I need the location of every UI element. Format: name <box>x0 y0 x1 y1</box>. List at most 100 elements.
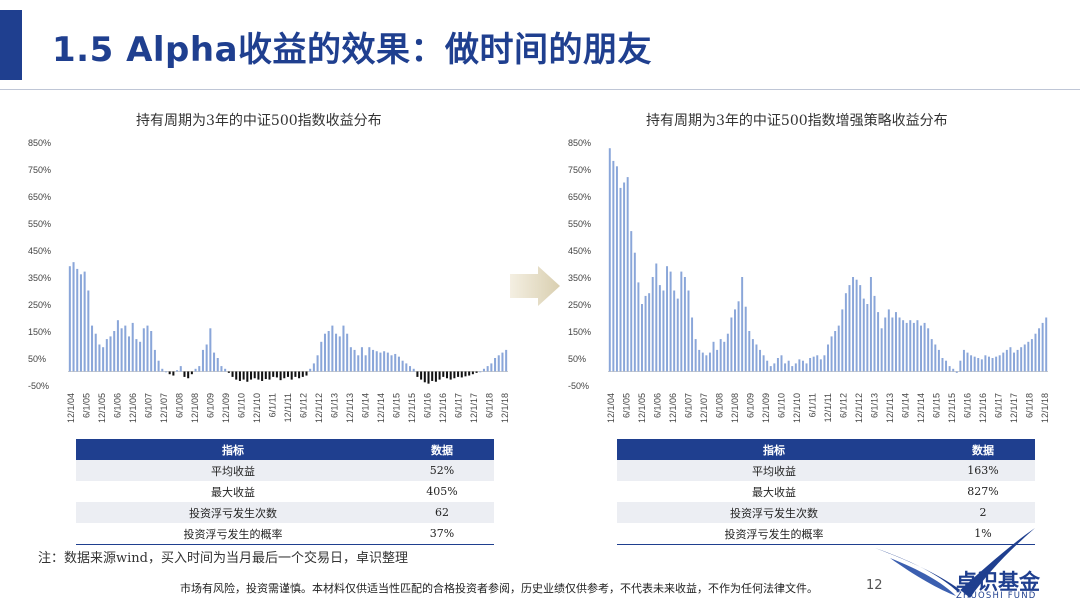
logo-text-en: ZHUOSHI FUND <box>956 591 1037 601</box>
bar <box>305 371 308 376</box>
bar <box>959 360 962 372</box>
bar <box>471 371 474 375</box>
bar <box>98 344 101 372</box>
bar <box>1023 344 1026 372</box>
x-tick-label: 12/1/15 <box>947 393 957 423</box>
bar <box>346 333 349 372</box>
bar <box>113 331 116 372</box>
bar <box>769 366 772 372</box>
bar <box>68 266 71 372</box>
bar <box>279 371 282 381</box>
bar <box>327 331 330 372</box>
bar <box>841 309 844 372</box>
bar <box>683 277 686 372</box>
bar <box>716 349 719 372</box>
bar <box>805 363 808 372</box>
table-cell: 投资浮亏发生次数 <box>76 502 390 523</box>
bar <box>852 277 855 372</box>
bar <box>383 351 386 372</box>
bar <box>995 356 998 372</box>
x-tick-label: 12/1/14 <box>916 393 926 423</box>
x-tick-label: 6/1/16 <box>423 393 433 418</box>
source-note: 注：数据来源wind，买入时间为当月最后一个交易日，卓识整理 <box>38 551 408 566</box>
bar <box>242 371 245 380</box>
bar <box>364 355 367 372</box>
y-tick-label: 350% <box>28 273 51 283</box>
bar <box>1038 328 1041 372</box>
table-cell: 827% <box>930 481 1035 502</box>
bar <box>980 359 983 372</box>
x-tick-label: 6/1/18 <box>1025 393 1035 418</box>
bar <box>434 371 437 382</box>
bar <box>673 290 676 372</box>
bar <box>1005 349 1008 372</box>
bar <box>619 187 622 372</box>
x-tick-label: 12/1/04 <box>66 393 76 423</box>
x-tick-label: 12/1/12 <box>314 393 324 423</box>
bar <box>866 304 869 372</box>
bar <box>445 371 449 379</box>
bar <box>275 371 278 378</box>
bar <box>253 371 256 379</box>
bar <box>784 363 787 372</box>
title-accent-bar <box>0 10 22 80</box>
bar <box>945 360 948 372</box>
bar <box>164 371 167 373</box>
bar <box>633 252 636 372</box>
bar <box>494 358 497 372</box>
bar <box>934 344 937 372</box>
bar <box>655 263 658 372</box>
x-tick-label: 6/1/17 <box>454 393 464 418</box>
bar <box>615 166 618 372</box>
bar <box>855 279 858 372</box>
table-cell: 平均收益 <box>76 460 390 481</box>
bar <box>220 366 223 372</box>
y-tick-label: 750% <box>28 165 51 175</box>
x-tick-label: 12/1/09 <box>761 393 771 423</box>
x-tick-label: 6/1/14 <box>901 393 911 418</box>
bar <box>497 355 500 372</box>
y-tick-label: 850% <box>28 138 51 148</box>
bar <box>927 328 930 372</box>
table-header: 数据 <box>930 439 1035 460</box>
y-tick-label: 50% <box>28 354 46 364</box>
bar <box>809 358 812 372</box>
bar <box>880 328 883 372</box>
x-tick-label: 12/1/09 <box>221 393 231 423</box>
x-tick-label: 12/1/07 <box>699 393 709 423</box>
x-tick-label: 6/1/13 <box>330 393 340 418</box>
bar <box>320 341 323 372</box>
chart-title-left: 持有周期为3年的中证500指数收益分布 <box>136 113 382 129</box>
bar <box>977 358 980 372</box>
bar <box>331 325 334 372</box>
bar <box>751 339 754 372</box>
bar <box>1002 352 1005 372</box>
bar <box>475 371 478 373</box>
bar <box>608 148 611 372</box>
x-tick-label: 12/1/13 <box>885 393 895 423</box>
bar <box>712 341 715 372</box>
x-tick-label: 12/1/05 <box>97 393 107 423</box>
arrow-right-icon <box>510 266 560 306</box>
bar <box>912 322 915 372</box>
bar <box>150 331 153 372</box>
bar <box>798 359 801 372</box>
bar <box>1027 341 1030 372</box>
bar <box>360 347 363 372</box>
bar <box>368 347 371 372</box>
x-tick-label: 12/1/17 <box>1009 393 1019 423</box>
bar <box>755 344 758 372</box>
bar <box>1045 317 1048 372</box>
bar <box>168 371 171 375</box>
y-tick-label: 450% <box>28 246 51 256</box>
bar <box>948 366 951 372</box>
x-tick-label: 6/1/15 <box>932 393 942 418</box>
bar <box>766 360 769 372</box>
y-tick-label: 450% <box>568 246 591 256</box>
y-tick-label: 550% <box>28 219 51 229</box>
bar <box>626 177 629 372</box>
bar <box>323 333 326 372</box>
x-tick-label: 6/1/17 <box>994 393 1004 418</box>
bar <box>844 293 847 372</box>
bar <box>268 371 271 380</box>
